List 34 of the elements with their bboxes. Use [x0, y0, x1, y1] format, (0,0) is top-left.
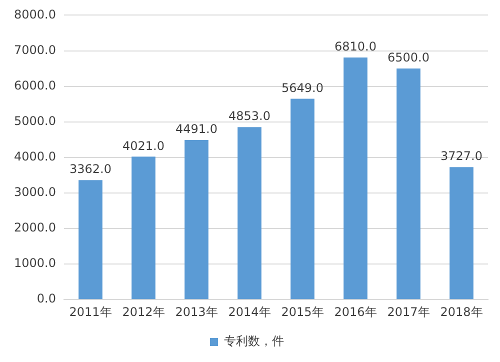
data-label: 6500.0	[388, 50, 430, 65]
x-tick-label: 2018年	[440, 304, 483, 319]
x-tick-label: 2014年	[228, 304, 271, 319]
bar	[450, 167, 474, 300]
data-label: 4491.0	[175, 122, 218, 136]
y-tick-label: 7000.0	[14, 42, 56, 57]
x-tick-label: 2015年	[281, 304, 324, 319]
y-tick-label: 6000.0	[14, 78, 56, 92]
data-label: 6810.0	[334, 40, 376, 54]
y-tick-label: 2000.0	[14, 220, 56, 235]
x-tick-label: 2012年	[122, 304, 165, 319]
y-tick-label: 4000.0	[14, 150, 56, 164]
bar	[344, 58, 368, 300]
bar	[184, 140, 208, 300]
bar	[78, 180, 102, 300]
legend-label: 专利数，件	[224, 334, 284, 348]
y-tick-label: 3000.0	[14, 185, 56, 200]
data-label: 5649.0	[281, 80, 324, 95]
bar	[132, 156, 156, 300]
data-label: 4853.0	[228, 109, 270, 124]
data-label: 3727.0	[440, 149, 482, 164]
x-tick-label: 2017年	[387, 304, 430, 319]
x-tick-label: 2013年	[175, 304, 218, 319]
x-tick-label: 2016年	[334, 304, 377, 319]
data-label: 3362.0	[69, 162, 112, 176]
y-tick-label: 0.0	[36, 292, 56, 306]
bar	[396, 68, 420, 300]
data-label: 4021.0	[122, 138, 164, 153]
y-tick-label: 5000.0	[14, 114, 56, 128]
x-tick-label: 2011年	[69, 304, 112, 319]
bar	[290, 98, 314, 300]
y-tick-label: 1000.0	[14, 256, 56, 270]
bar	[238, 127, 262, 300]
y-tick-label: 8000.0	[14, 7, 56, 22]
